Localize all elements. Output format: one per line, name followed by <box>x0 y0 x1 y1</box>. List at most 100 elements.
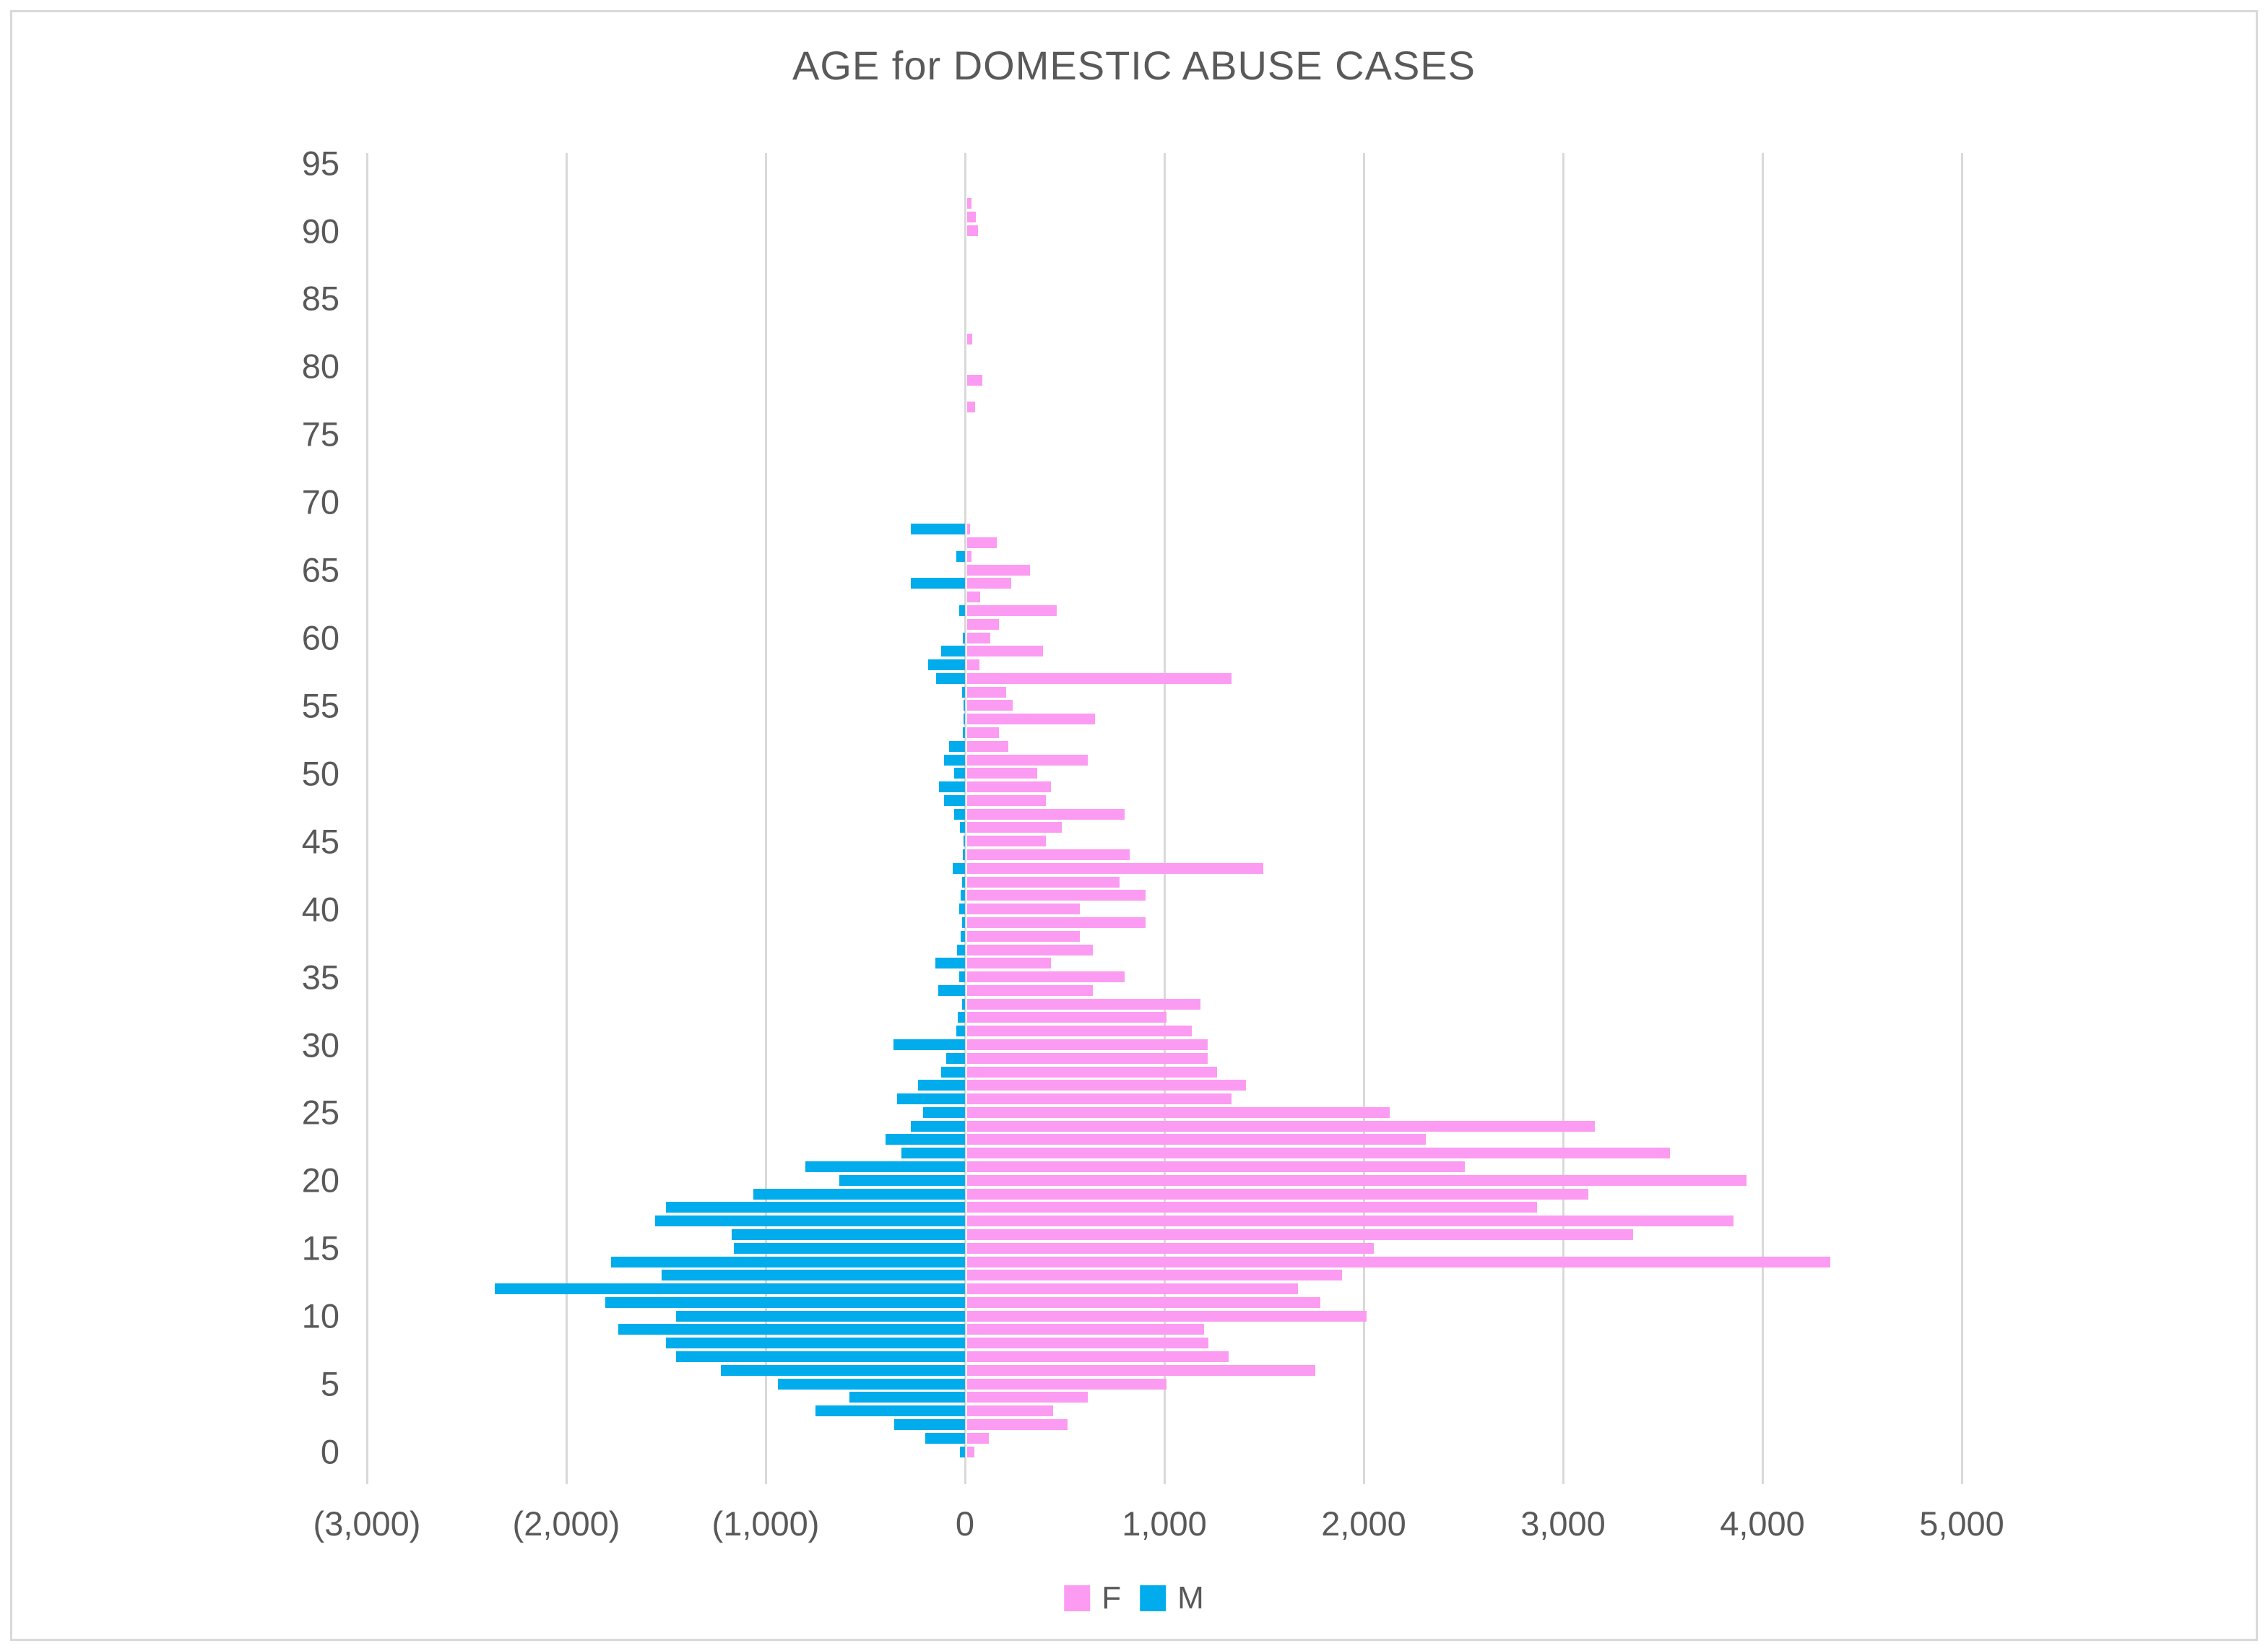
bar-m-age-68[interactable] <box>911 524 965 535</box>
bar-f-age-91[interactable] <box>967 212 977 223</box>
bar-f-age-32[interactable] <box>967 1012 1167 1023</box>
bar-f-age-2[interactable] <box>967 1418 1068 1430</box>
bar-m-age-60[interactable] <box>963 632 965 644</box>
bar-m-age-45[interactable] <box>964 836 965 847</box>
bar-f-age-5[interactable] <box>967 1378 1167 1390</box>
bar-m-age-22[interactable] <box>901 1148 965 1159</box>
bar-f-age-11[interactable] <box>967 1296 1320 1308</box>
bar-m-age-21[interactable] <box>805 1161 965 1173</box>
bar-f-age-51[interactable] <box>967 754 1088 766</box>
bar-m-age-66[interactable] <box>956 550 965 562</box>
bar-f-age-25[interactable] <box>967 1106 1390 1118</box>
bar-m-age-64[interactable] <box>911 578 965 589</box>
bar-f-age-10[interactable] <box>967 1310 1367 1322</box>
bar-m-age-54[interactable] <box>964 714 965 725</box>
bar-f-age-56[interactable] <box>967 686 1006 698</box>
bar-f-age-26[interactable] <box>967 1093 1232 1105</box>
bar-m-age-29[interactable] <box>945 1052 965 1064</box>
bar-f-age-62[interactable] <box>967 604 1057 616</box>
bar-m-age-26[interactable] <box>897 1093 965 1105</box>
bar-m-age-42[interactable] <box>961 876 965 888</box>
bar-f-age-6[interactable] <box>967 1364 1315 1376</box>
legend-item-f[interactable]: F <box>1064 1580 1121 1616</box>
bar-f-age-58[interactable] <box>967 659 979 671</box>
bar-m-age-6[interactable] <box>720 1364 965 1376</box>
bar-m-age-13[interactable] <box>662 1270 965 1281</box>
bar-m-age-52[interactable] <box>948 740 965 752</box>
bar-f-age-24[interactable] <box>967 1120 1596 1132</box>
bar-m-age-44[interactable] <box>963 849 965 861</box>
bar-f-age-20[interactable] <box>967 1174 1747 1186</box>
bar-f-age-39[interactable] <box>967 916 1146 928</box>
bar-f-age-44[interactable] <box>967 849 1130 861</box>
bar-m-age-62[interactable] <box>958 604 965 616</box>
bar-f-age-50[interactable] <box>967 768 1037 779</box>
bar-f-age-31[interactable] <box>967 1026 1192 1037</box>
bar-m-age-47[interactable] <box>953 808 965 820</box>
bar-f-age-38[interactable] <box>967 930 1080 942</box>
bar-f-age-19[interactable] <box>967 1188 1588 1200</box>
bar-m-age-1[interactable] <box>925 1432 965 1444</box>
bar-m-age-48[interactable] <box>944 794 965 806</box>
bar-m-age-37[interactable] <box>956 944 965 956</box>
bar-m-age-18[interactable] <box>666 1202 965 1213</box>
bar-m-age-30[interactable] <box>893 1039 965 1050</box>
bar-m-age-12[interactable] <box>494 1283 965 1295</box>
bar-f-age-55[interactable] <box>967 700 1013 711</box>
bar-f-age-13[interactable] <box>967 1270 1342 1281</box>
bar-f-age-43[interactable] <box>967 862 1263 874</box>
bar-f-age-45[interactable] <box>967 836 1047 847</box>
bar-f-age-34[interactable] <box>967 984 1093 996</box>
bar-f-age-54[interactable] <box>967 714 1095 725</box>
bar-m-age-31[interactable] <box>956 1026 965 1037</box>
bar-f-age-12[interactable] <box>967 1283 1299 1295</box>
bar-f-age-27[interactable] <box>967 1080 1247 1091</box>
bar-m-age-43[interactable] <box>953 862 965 874</box>
bar-f-age-14[interactable] <box>967 1256 1831 1268</box>
bar-f-age-68[interactable] <box>967 524 971 535</box>
bar-m-age-40[interactable] <box>958 904 965 915</box>
bar-f-age-4[interactable] <box>967 1392 1088 1403</box>
bar-m-age-28[interactable] <box>940 1066 965 1078</box>
bar-m-age-51[interactable] <box>944 754 965 766</box>
bar-f-age-30[interactable] <box>967 1039 1208 1050</box>
bar-m-age-10[interactable] <box>675 1310 965 1322</box>
bar-f-age-79[interactable] <box>967 374 982 386</box>
bar-f-age-33[interactable] <box>967 998 1200 1010</box>
bar-m-age-5[interactable] <box>777 1378 965 1390</box>
bar-f-age-9[interactable] <box>967 1324 1205 1335</box>
bar-f-age-92[interactable] <box>967 198 971 209</box>
bar-f-age-40[interactable] <box>967 904 1080 915</box>
bar-f-age-8[interactable] <box>967 1338 1208 1349</box>
bar-m-age-55[interactable] <box>964 700 965 711</box>
bar-f-age-53[interactable] <box>967 727 1000 738</box>
bar-f-age-60[interactable] <box>967 632 990 644</box>
bar-m-age-33[interactable] <box>961 998 965 1010</box>
bar-f-age-65[interactable] <box>967 564 1030 576</box>
bar-f-age-29[interactable] <box>967 1052 1208 1064</box>
bar-m-age-11[interactable] <box>605 1296 965 1308</box>
bar-m-age-46[interactable] <box>960 822 965 833</box>
bar-m-age-27[interactable] <box>918 1080 965 1091</box>
bar-m-age-2[interactable] <box>894 1418 965 1430</box>
bar-f-age-77[interactable] <box>967 402 976 413</box>
bar-m-age-8[interactable] <box>666 1338 965 1349</box>
bar-f-age-52[interactable] <box>967 740 1008 752</box>
bar-m-age-0[interactable] <box>960 1446 965 1457</box>
bar-m-age-36[interactable] <box>935 958 965 969</box>
bar-f-age-82[interactable] <box>967 334 972 345</box>
bar-m-age-16[interactable] <box>732 1228 965 1240</box>
bar-f-age-16[interactable] <box>967 1228 1633 1240</box>
bar-m-age-50[interactable] <box>953 768 965 779</box>
bar-m-age-17[interactable] <box>654 1216 965 1227</box>
bar-f-age-49[interactable] <box>967 781 1051 793</box>
bar-m-age-9[interactable] <box>618 1324 965 1335</box>
bar-m-age-15[interactable] <box>733 1242 965 1254</box>
bar-f-age-21[interactable] <box>967 1161 1465 1173</box>
bar-f-age-37[interactable] <box>967 944 1093 956</box>
bar-f-age-41[interactable] <box>967 890 1146 901</box>
bar-f-age-7[interactable] <box>967 1351 1229 1363</box>
bar-m-age-34[interactable] <box>938 984 965 996</box>
bar-m-age-35[interactable] <box>958 971 965 983</box>
bar-f-age-23[interactable] <box>967 1134 1426 1145</box>
